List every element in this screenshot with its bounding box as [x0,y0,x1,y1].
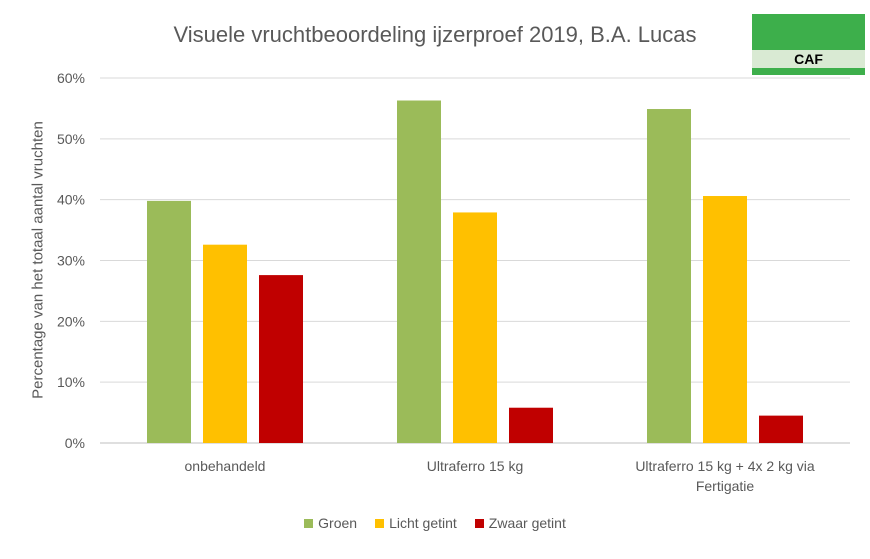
logo-light-band [752,50,865,68]
bar [147,200,191,443]
bar-chart: 0% 10% 20% 30% 40% 50% 60% onbehandeld Ultraferr… [57,70,850,494]
logo-green-top [752,14,865,50]
bar [453,212,497,443]
bar [203,244,247,443]
bar [259,275,303,443]
legend-label: Zwaar getint [488,515,566,531]
y-tick-label: 20% [57,313,85,329]
legend-item: Zwaar getint [474,515,566,531]
legend-label: Groen [318,515,358,531]
bar [647,109,691,444]
bar [703,196,747,443]
y-tick-label: 40% [57,192,85,208]
logo-green-bottom [752,68,865,75]
x-tick-label: Ultraferro 15 kg + 4x 2 kg via [635,458,815,474]
y-tick-label: 50% [57,131,85,147]
bar [759,415,803,443]
y-tick-label: 30% [57,253,85,269]
legend: Groen Licht getint Zwaar getint [0,515,870,531]
x-tick-label: onbehandeld [185,458,266,474]
y-tick-label: 60% [57,70,85,86]
legend-swatch [304,518,314,528]
y-tick-label: 0% [65,435,85,451]
legend-swatch [474,518,484,528]
x-tick-label: Fertigatie [696,478,755,494]
legend-item: Groen [304,515,357,531]
bar [397,100,441,443]
chart-title: Visuele vruchtbeoordeling ijzerproef 201… [173,22,697,47]
bar [509,407,553,443]
y-tick-label: 10% [57,374,85,390]
x-tick-label: Ultraferro 15 kg [427,458,523,474]
legend-label: Licht getint [389,515,457,531]
legend-item: Licht getint [375,515,457,531]
logo-text: CAF [794,51,823,67]
caf-logo: CAF [752,14,865,75]
legend-swatch [375,518,385,528]
